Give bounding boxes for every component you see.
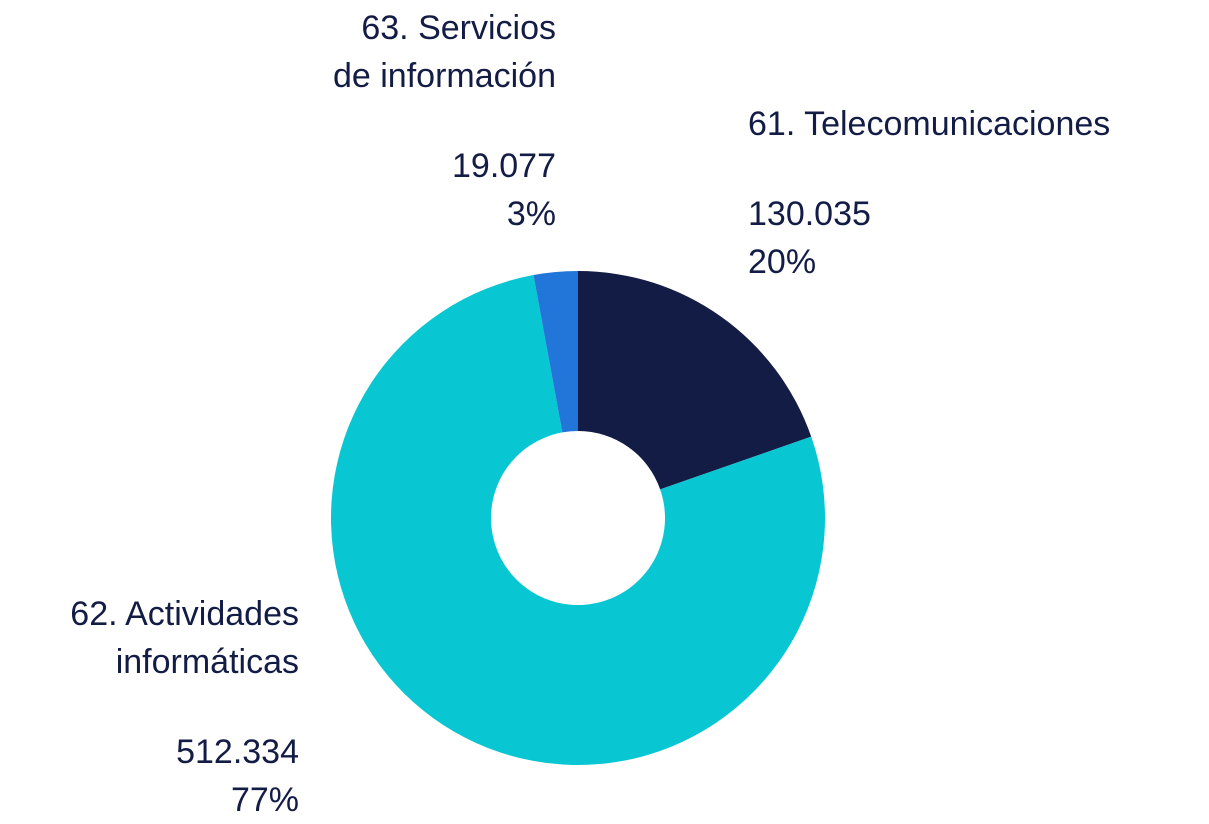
value-label: 19.077 — [452, 147, 556, 185]
slice-label: 63. Servicios de información 19.077 3% — [333, 4, 556, 238]
category-label: 63. Servicios de información — [332, 9, 556, 95]
value-label: 512.334 — [176, 733, 299, 771]
slice — [533, 271, 578, 433]
slice-label: 62. Actividades informáticas 512.334 77% — [70, 590, 299, 824]
category-label: 61. Telecomunicaciones — [748, 105, 1111, 143]
slice — [331, 275, 825, 766]
slice — [578, 271, 812, 490]
percent-label: 3% — [506, 195, 556, 233]
percent-label: 77% — [230, 781, 299, 819]
percent-label: 20% — [748, 243, 817, 281]
slice-label: 61. Telecomunicaciones 130.035 20% — [748, 100, 1110, 286]
value-label: 130.035 — [748, 195, 871, 233]
category-label: 62. Actividades informáticas — [70, 595, 299, 681]
